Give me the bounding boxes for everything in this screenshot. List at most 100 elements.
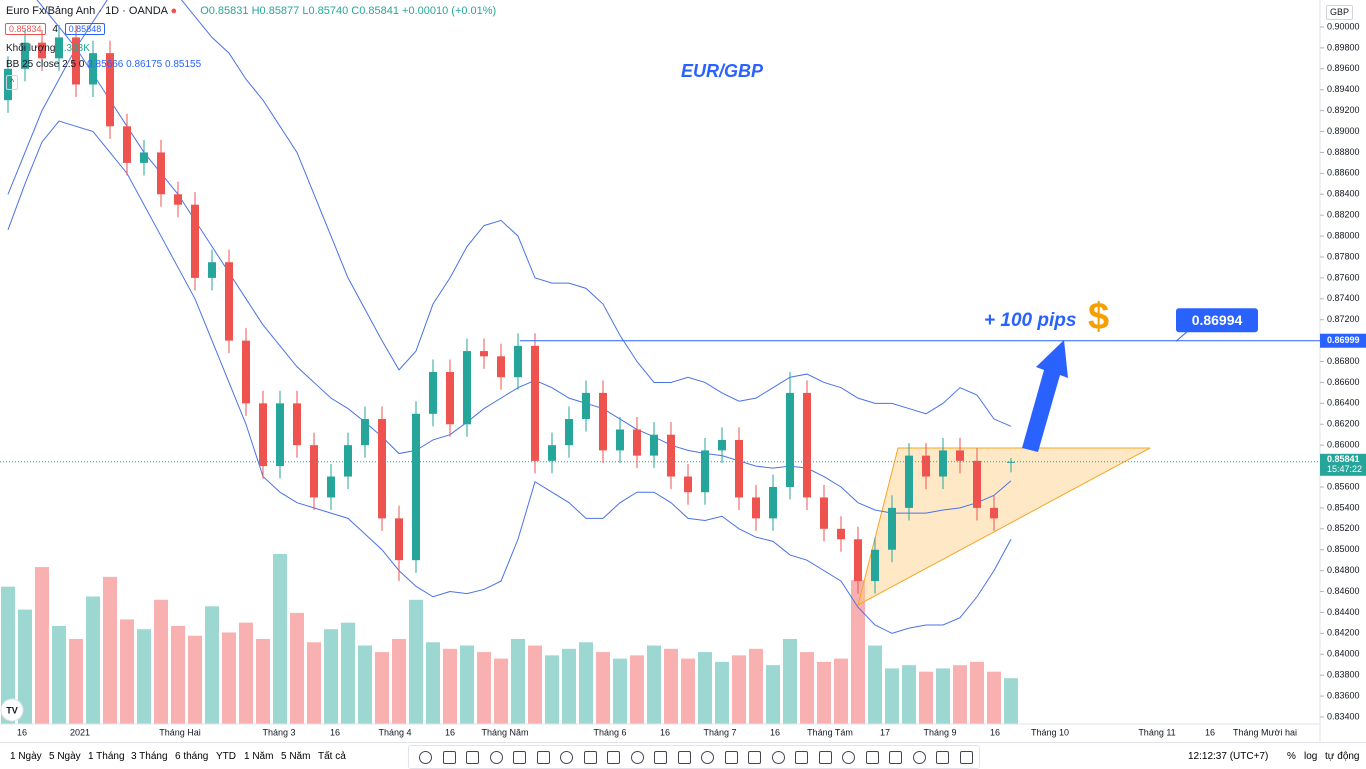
x-tick-label: 16 — [17, 727, 27, 737]
volume-bar — [171, 625, 185, 724]
range-button[interactable]: 1 Năm — [244, 751, 274, 762]
volume-bar — [834, 658, 848, 724]
volume-bar — [35, 567, 49, 724]
volume-bar — [698, 652, 712, 724]
range-button[interactable]: 6 tháng — [175, 751, 209, 762]
bid[interactable]: 0.85834 — [5, 23, 46, 35]
tool-icon[interactable] — [630, 751, 644, 764]
bb-values: 0.85666 0.86175 0.85155 — [87, 59, 202, 70]
candle-body — [939, 450, 947, 477]
range-button[interactable]: 1 Ngày — [10, 751, 42, 762]
range-button[interactable]: 5 Ngày — [49, 751, 81, 762]
candle-body — [412, 413, 420, 561]
tool-icon[interactable] — [419, 751, 432, 764]
candle-body — [565, 419, 573, 446]
candle-body — [650, 434, 658, 456]
candle-body — [956, 450, 964, 461]
scale-option[interactable]: % — [1287, 751, 1296, 762]
tool-icon[interactable] — [959, 751, 973, 764]
volume-bar — [477, 652, 491, 724]
y-tick-label: 0.84800 — [1327, 565, 1360, 575]
x-tick-label: Tháng 11 — [1138, 727, 1175, 737]
tool-icon[interactable] — [842, 751, 855, 764]
y-tick-label: 0.88000 — [1327, 230, 1360, 240]
volume-bar — [613, 658, 627, 724]
target-axis-label: 0.86999 — [1327, 335, 1360, 345]
tool-icon[interactable] — [677, 751, 691, 764]
y-tick-label: 0.86400 — [1327, 398, 1360, 408]
y-tick-label: 0.85600 — [1327, 481, 1360, 491]
tool-icon[interactable] — [654, 751, 667, 764]
volume-bar — [562, 648, 576, 724]
ask[interactable]: 0.85848 — [64, 23, 106, 35]
volume-bar — [86, 596, 100, 724]
chart-title: EUR/GBP — [681, 61, 764, 81]
dollar-sign: $ — [1088, 296, 1109, 338]
candle-body — [72, 37, 80, 85]
tool-icon[interactable] — [818, 751, 832, 764]
x-tick-label: Tháng Mười hai — [1233, 727, 1297, 737]
tool-icon[interactable] — [771, 751, 785, 764]
tool-icon[interactable] — [795, 751, 808, 764]
y-tick-label: 0.83600 — [1327, 690, 1360, 700]
tool-icon[interactable] — [912, 751, 926, 764]
y-tick-label: 0.87600 — [1327, 272, 1360, 282]
candle-body — [905, 455, 913, 508]
tool-icon[interactable] — [724, 751, 738, 764]
tool-icon[interactable] — [466, 751, 479, 764]
symbol-line: Euro Fx/Bảng Anh · 1D · OANDA ● O0.85831… — [6, 5, 497, 17]
volume-bar — [851, 580, 865, 724]
volume-bar — [137, 629, 151, 724]
range-button[interactable]: Tất cả — [318, 751, 346, 762]
candle-body — [157, 152, 165, 195]
tool-icon[interactable] — [583, 751, 597, 764]
range-button[interactable]: YTD — [216, 751, 236, 762]
tool-icon[interactable] — [936, 751, 949, 764]
currency[interactable]: GBP — [1326, 5, 1354, 20]
tool-icon[interactable] — [748, 751, 761, 764]
volume-bar — [1004, 678, 1018, 724]
candle-body — [446, 371, 454, 425]
clock[interactable]: 12:12:37 (UTC+7) — [1188, 751, 1269, 762]
y-tick-label: 0.85200 — [1327, 523, 1360, 533]
countdown: 15:47:22 — [1327, 464, 1362, 474]
tv-logo: TV — [0, 698, 24, 722]
x-tick-label: Tháng 6 — [593, 727, 626, 737]
tool-icon[interactable] — [513, 751, 526, 764]
candle-body — [38, 42, 46, 59]
candle-body — [4, 68, 12, 101]
tool-icon[interactable] — [865, 751, 879, 764]
candle-body — [548, 445, 556, 461]
volume-bar — [52, 625, 66, 724]
exchange: OANDA — [128, 5, 168, 17]
tool-icon[interactable] — [536, 751, 550, 764]
tool-icon[interactable] — [889, 751, 902, 764]
tool-icon[interactable] — [489, 751, 503, 764]
x-tick-label: 16 — [660, 727, 670, 737]
scale-option[interactable]: log — [1304, 751, 1318, 762]
x-tick-label: 16 — [445, 727, 455, 737]
tool-icon[interactable] — [442, 751, 456, 764]
scale-option[interactable]: tự động — [1325, 751, 1360, 762]
range-button[interactable]: 5 Năm — [281, 751, 311, 762]
collapse-button[interactable]: ^ — [6, 75, 19, 90]
y-tick-label: 0.88400 — [1327, 189, 1360, 199]
x-tick-label: Tháng 10 — [1031, 727, 1069, 737]
candle-body — [854, 539, 862, 582]
tool-icon[interactable] — [560, 751, 573, 764]
volume-bar — [970, 661, 984, 724]
candle-body — [735, 439, 743, 498]
note-box — [1176, 308, 1258, 333]
candle-body — [582, 392, 590, 420]
tool-icon[interactable] — [701, 751, 714, 764]
volume-bar — [307, 642, 321, 724]
svg-text:TV: TV — [6, 705, 18, 715]
volume-legend: Khối lượng 2.383K — [6, 43, 90, 54]
candle-body — [820, 497, 828, 529]
volume-bar — [205, 606, 219, 724]
range-button[interactable]: 1 Tháng — [88, 751, 125, 762]
range-button[interactable]: 3 Tháng — [131, 751, 168, 762]
tool-icon[interactable] — [607, 751, 620, 764]
y-tick-label: 0.86200 — [1327, 419, 1360, 429]
